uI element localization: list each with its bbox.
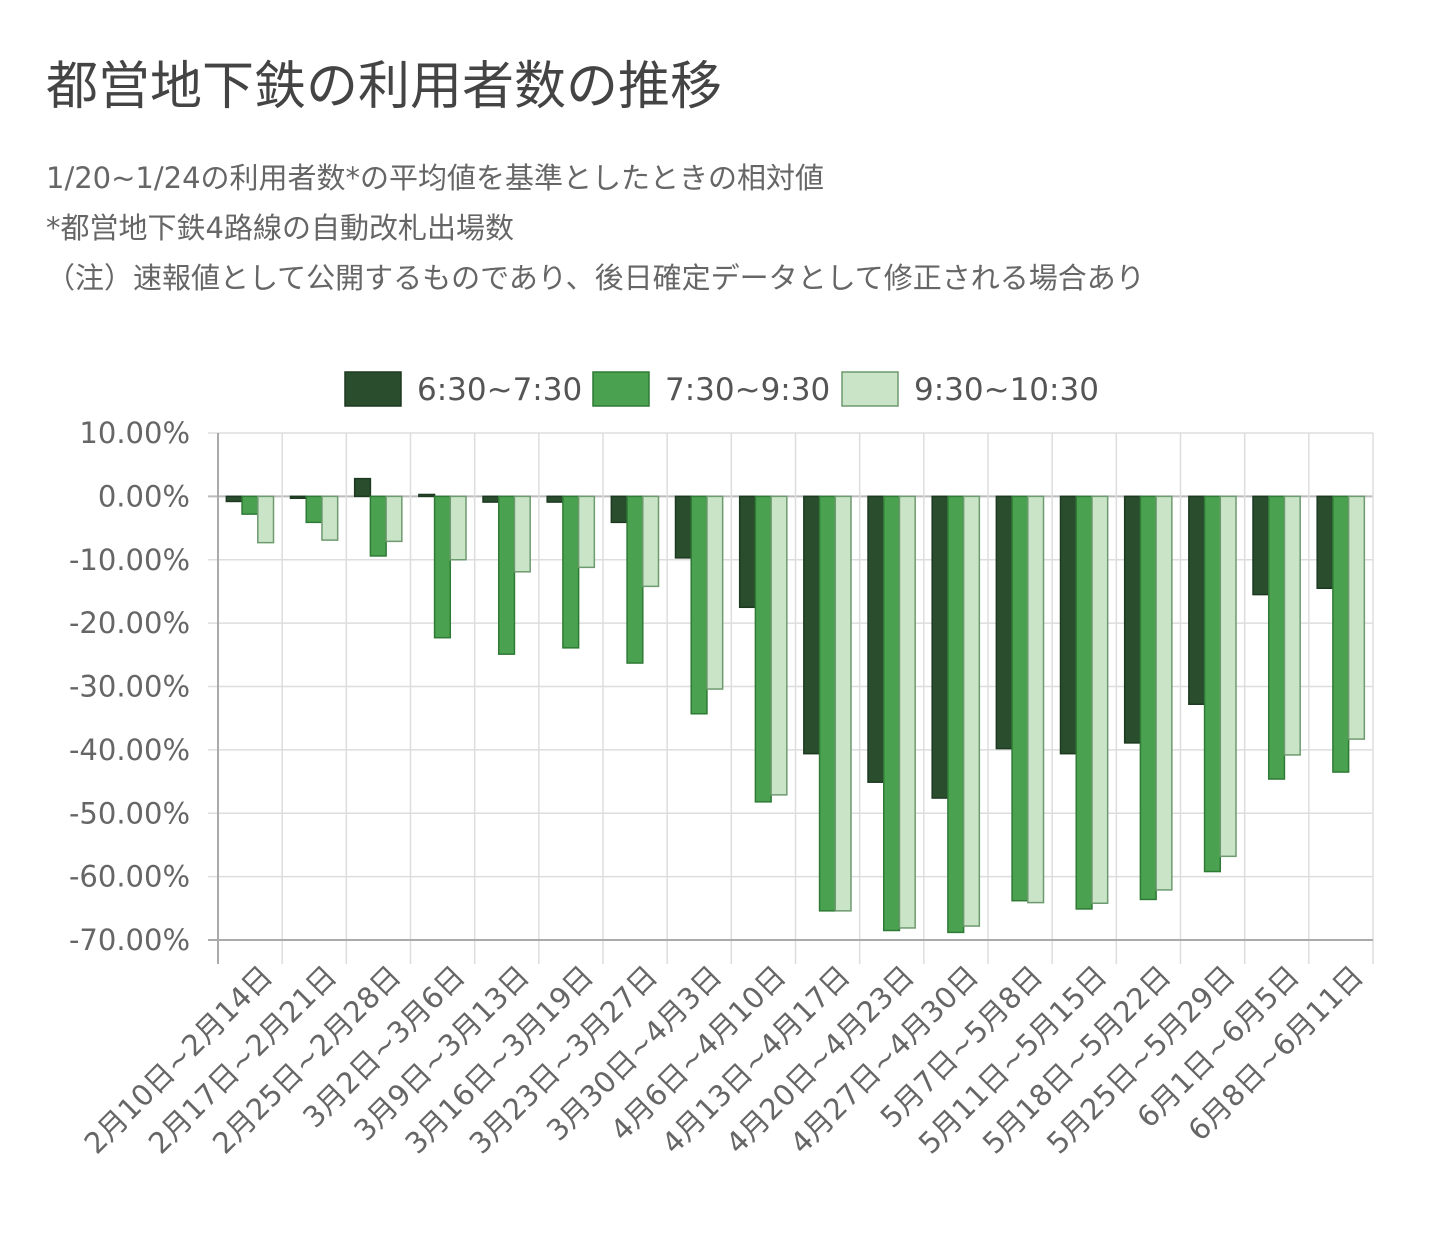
bar-series-2 [305,495,323,524]
bar-series-1 [225,495,243,503]
bar-series-2 [947,495,965,934]
subtitle-note-1: 1/20~1/24の利用者数*の平均値を基準としたときの相対値 [46,161,825,195]
y-tick-label: -10.00% [69,543,190,577]
y-tick-label: -40.00% [69,733,190,767]
legend-label-2: 7:30~9:30 [665,372,830,408]
bar-series-3 [1219,495,1237,858]
bar-series-2 [562,495,580,649]
bar-series-1 [289,495,307,500]
bar-series-2 [1139,495,1157,901]
subtitle-note-3: （注）速報値として公開するものであり、後日確定データとして修正される場合あり [46,261,1145,295]
bar-series-3 [1091,495,1109,904]
y-tick-label: 10.00% [79,416,190,450]
bar-series-3 [321,495,339,541]
bar-series-3 [770,495,788,796]
bar-series-2 [369,495,387,557]
bar-series-1 [482,495,500,503]
bar-series-2 [818,495,837,912]
subtitle-note-2: *都営地下鉄4路線の自動改札出場数 [46,211,514,245]
page-title: 都営地下鉄の利用者数の推移 [46,57,723,117]
bar-series-1 [1123,495,1142,744]
legend-label-1: 6:30~7:30 [417,372,582,408]
bar-series-2 [1203,495,1222,873]
bar-series-1 [610,495,628,524]
bar-series-2 [754,495,772,803]
bar-series-2 [241,495,259,515]
bar-series-3 [1155,495,1173,891]
bar-series-3 [898,495,916,929]
y-tick-label: 0.00% [98,479,190,513]
bar-series-3 [642,495,660,588]
y-tick-label: -70.00% [69,923,190,957]
bar-series-1 [1059,495,1077,755]
bar-series-2 [882,495,901,932]
bar-series-1 [1188,495,1206,705]
bar-series-3 [257,495,275,544]
bar-series-2 [690,495,708,715]
bar-series-1 [418,493,436,498]
bar-series-3 [1027,495,1045,904]
bar-series-3 [449,495,467,561]
bar-series-2 [1011,495,1029,902]
bar-series-3 [385,495,403,543]
bar-series-3 [1283,495,1301,756]
y-tick-label: -50.00% [69,796,190,830]
legend-swatch-2 [592,371,650,407]
legend-label-3: 9:30~10:30 [914,372,1099,408]
bar-series-3 [962,495,981,927]
bar-series-1 [803,495,821,755]
legend-swatch-1 [344,371,402,407]
legend-swatch-3 [841,371,899,407]
bar-series-2 [497,495,516,655]
bar-series-3 [513,495,531,573]
y-tick-label: -60.00% [69,860,190,894]
bar-series-2 [1267,495,1286,780]
bar-series-2 [1075,495,1093,910]
bar-series-1 [546,495,564,503]
bar-series-2 [1332,495,1350,773]
bar-series-3 [706,495,724,690]
bar-series-1 [867,495,885,783]
bar-series-1 [1316,495,1334,590]
bar-series-1 [931,495,949,799]
bar-series-1 [674,495,692,559]
bar-series-3 [1347,495,1366,740]
bar-series-1 [995,495,1013,750]
bar-series-3 [577,495,596,569]
y-tick-label: -30.00% [69,670,190,704]
bar-series-1 [353,477,372,498]
bar-series-1 [1252,495,1270,596]
bar-series-2 [626,495,644,664]
y-tick-label: -20.00% [69,606,190,640]
bar-series-1 [738,495,757,609]
bar-series-3 [834,495,852,912]
bar-series-2 [433,495,452,639]
